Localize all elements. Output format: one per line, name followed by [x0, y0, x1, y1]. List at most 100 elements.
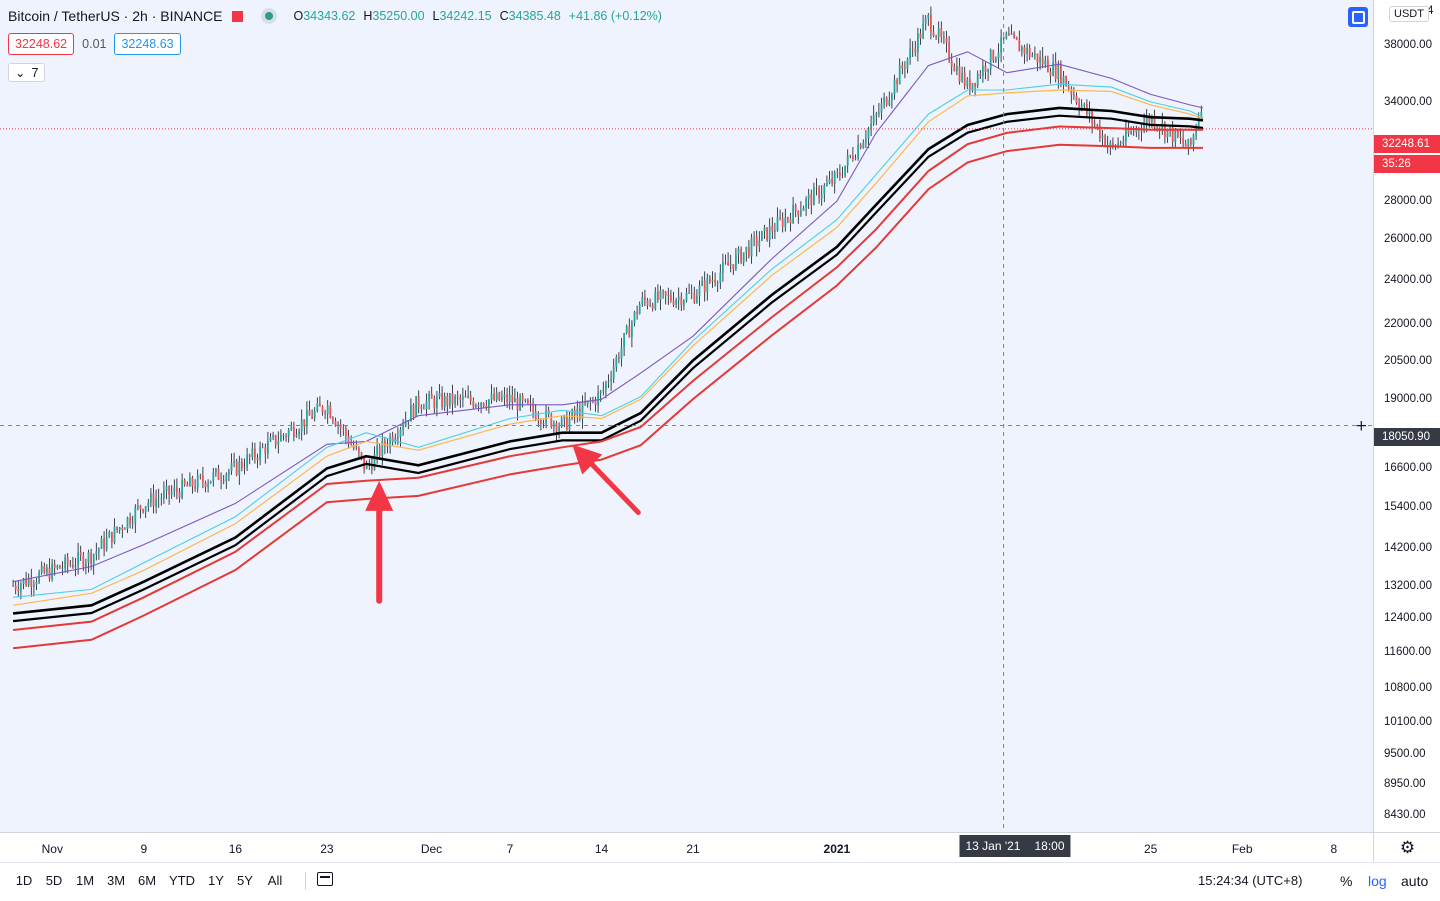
candle-body	[464, 396, 467, 398]
candle-body	[524, 399, 527, 401]
range-button-6m[interactable]: 6M	[137, 873, 157, 888]
crosshair-date: 13 Jan '21	[965, 839, 1021, 853]
candle-body	[839, 172, 841, 176]
candle-body	[441, 393, 443, 408]
candle-body	[1125, 128, 1127, 142]
candle-body	[1190, 139, 1192, 145]
candle-body	[311, 415, 313, 419]
gear-icon[interactable]: ⚙	[1373, 832, 1440, 863]
candle-body	[709, 277, 711, 282]
candle-body	[662, 290, 664, 292]
flag-icon[interactable]	[232, 10, 244, 22]
candle-body	[909, 48, 911, 59]
candle-body	[27, 578, 30, 586]
range-button-1m[interactable]: 1M	[75, 873, 95, 888]
candle-body	[610, 378, 612, 382]
candle-body	[703, 280, 706, 293]
candle-body	[72, 564, 74, 568]
range-button-5d[interactable]: 5D	[45, 873, 63, 888]
candle-body	[937, 28, 940, 38]
candle-body	[633, 311, 636, 323]
candle-body	[280, 434, 282, 442]
eye-icon[interactable]	[261, 8, 278, 24]
price-tick: 14200.00	[1384, 542, 1432, 555]
crosshair-time-tag: 13 Jan '21 18:00	[959, 835, 1071, 857]
symbol-legend: Bitcoin / TetherUS · 2h · BINANCE O34343…	[8, 8, 662, 24]
candle-body	[1130, 131, 1132, 134]
percent-toggle[interactable]: %	[1340, 873, 1353, 889]
log-toggle[interactable]: log	[1368, 873, 1387, 889]
candle-body	[1195, 128, 1197, 135]
time-axis[interactable]: Nov91623Dec7142120211825Feb8 13 Jan '21 …	[0, 832, 1373, 863]
candle-body	[514, 398, 516, 403]
candle-body	[974, 83, 976, 87]
calendar-icon[interactable]	[317, 872, 333, 886]
candle-body	[209, 480, 212, 484]
candle-body	[534, 411, 537, 420]
candle-body	[469, 395, 472, 402]
ema-red-line-2	[12, 143, 1203, 650]
chart-plot[interactable]: +	[0, 0, 1373, 832]
candle-body	[480, 403, 482, 407]
low-value: 34242.15	[439, 9, 492, 23]
chevron-down-icon: ⌄	[15, 66, 26, 80]
candle-body	[1062, 76, 1065, 85]
candle-body	[976, 74, 979, 87]
candle-body	[326, 405, 329, 414]
candle-body	[334, 420, 337, 426]
range-button-5y[interactable]: 5Y	[237, 873, 253, 888]
candle-body	[685, 293, 688, 301]
range-button-ytd[interactable]: YTD	[169, 873, 195, 888]
range-button-1y[interactable]: 1Y	[208, 873, 224, 888]
candle-body	[805, 198, 807, 208]
candle-body	[134, 507, 137, 524]
candle-body	[272, 435, 274, 438]
high-value: 35250.00	[372, 9, 425, 23]
range-button-3m[interactable]: 3M	[106, 873, 126, 888]
range-button-1d[interactable]: 1D	[15, 873, 33, 888]
candle-body	[402, 426, 404, 430]
time-tick: 16	[228, 842, 243, 856]
candle-body	[66, 557, 69, 565]
quote-row: 32248.62 0.01 32248.63	[8, 33, 181, 55]
symbol-title[interactable]: Bitcoin / TetherUS · 2h · BINANCE	[8, 8, 223, 24]
candle-body	[163, 490, 165, 499]
candle-body	[139, 505, 142, 510]
candle-body	[917, 33, 919, 53]
candle-body	[446, 396, 449, 406]
candle-body	[971, 83, 974, 91]
candle-body	[371, 464, 373, 470]
candle-body	[558, 426, 560, 432]
price-tick: 8430.00	[1384, 808, 1426, 821]
candle-body	[657, 291, 659, 300]
candle-body	[654, 291, 657, 309]
candle-body	[646, 300, 649, 306]
candle-body	[560, 418, 563, 427]
chart-pane[interactable]: + Bitcoin / TetherUS · 2h · BINANCE O343…	[0, 0, 1373, 832]
candle-body	[293, 426, 295, 437]
price-axis[interactable]: 38000.0034000.0030000.0028000.0026000.00…	[1373, 0, 1440, 832]
candle-body	[867, 128, 870, 139]
sell-button[interactable]: 32248.62	[8, 33, 75, 55]
candle-body	[1135, 128, 1138, 133]
indicators-toggle[interactable]: ⌄ 7	[8, 63, 46, 82]
candle-body	[742, 252, 745, 263]
candle-body	[316, 403, 319, 411]
candle-body	[1052, 62, 1054, 76]
currency-badge[interactable]: USDT	[1389, 6, 1429, 22]
price-tick: 15400.00	[1384, 500, 1432, 513]
candle-body	[818, 187, 820, 199]
candle-body	[202, 475, 204, 483]
candle-body	[61, 568, 64, 569]
buy-button[interactable]: 32248.63	[114, 33, 181, 55]
clock[interactable]: 15:24:34 (UTC+8)	[1198, 873, 1303, 888]
candle-body	[833, 172, 836, 184]
auto-toggle[interactable]: auto	[1401, 873, 1429, 889]
fullscreen-icon[interactable]	[1348, 7, 1368, 27]
range-button-all[interactable]: All	[267, 873, 283, 888]
candle-body	[628, 326, 631, 338]
candle-body	[144, 506, 147, 512]
candle-body	[1023, 46, 1026, 55]
price-tick: 28000.00	[1384, 195, 1432, 208]
candle-body	[241, 461, 243, 468]
